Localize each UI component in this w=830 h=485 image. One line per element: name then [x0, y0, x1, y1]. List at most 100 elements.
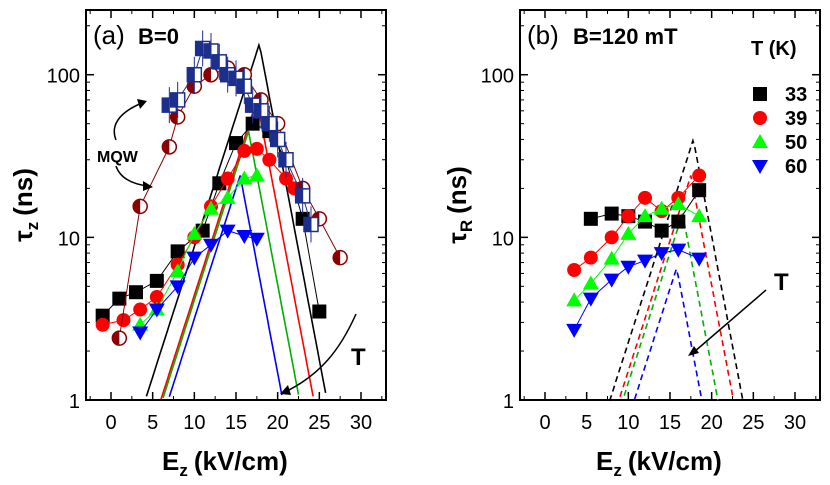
x-tick-label: 10: [617, 412, 639, 434]
data-point-33: [671, 214, 686, 229]
y-axis-label-b: τR (ns): [442, 166, 476, 244]
data-point-33-k: [245, 116, 260, 131]
data-point-mqw-squares-: [261, 105, 278, 142]
data-point-60-k: [148, 303, 165, 318]
x-tick-label: 5: [581, 412, 592, 434]
data-point-60: [620, 260, 637, 275]
data-point-mqw-squares-: [278, 141, 294, 178]
data-point-50: [620, 225, 637, 240]
x-axis-label-a-main: E: [162, 446, 179, 476]
data-point-33-k: [112, 291, 127, 306]
data-point-60: [691, 252, 708, 267]
data-point-mqw-squares-: [253, 92, 269, 129]
data-point-mqw: [111, 330, 128, 346]
y-axis-label-a-main: τ: [8, 230, 38, 242]
data-point-50-k: [219, 189, 236, 204]
data-point-60: [653, 247, 670, 262]
data-point-39-k: [95, 317, 110, 332]
data-point-60: [566, 323, 583, 338]
panel-a-label: (a): [93, 20, 125, 50]
data-point-mqw: [332, 249, 348, 266]
y-axis-label-a: τz (ns): [8, 168, 42, 242]
temperature-annotation-b: T: [774, 269, 789, 296]
data-point-39-k: [279, 171, 293, 186]
legend-marker-33: [753, 87, 767, 101]
fit-curve-39-K: [160, 99, 314, 400]
data-point-39-k: [220, 171, 235, 186]
x-axis-label-b-main: E: [596, 446, 613, 476]
legend-marker-60: [752, 160, 768, 174]
data-point-50: [582, 275, 599, 290]
data-point-33: [654, 223, 669, 238]
data-point-33: [583, 211, 598, 226]
legend-label-60: 60: [785, 156, 807, 178]
x-axis-label-b: Ez (kV/cm): [596, 446, 722, 480]
y-tick-label: 10: [492, 228, 514, 250]
fit-curve-33: [608, 137, 744, 402]
y-tick-label: 1: [503, 391, 514, 413]
x-tick-label: 20: [701, 412, 723, 434]
data-point-mqw-squares-: [211, 43, 228, 80]
x-tick-label: 0: [105, 412, 116, 434]
data-point-60-k: [132, 326, 149, 341]
data-point-60: [603, 273, 620, 288]
temperature-arrow-a: [284, 313, 357, 393]
y-tick-label: 1: [69, 391, 80, 413]
x-tick-label: 25: [308, 412, 330, 434]
data-point-50: [691, 208, 708, 223]
data-point-39: [583, 250, 598, 265]
data-point-50-k: [186, 225, 203, 240]
x-tick-label: 20: [267, 412, 289, 434]
data-point-50-k: [203, 200, 219, 215]
x-tick-label: 30: [784, 412, 806, 434]
temperature-arrow-a-head: [280, 385, 291, 395]
data-point-mqw-squares-: [169, 81, 186, 118]
x-tick-label: 30: [350, 412, 372, 434]
data-point-33-k: [312, 304, 327, 319]
x-tick-label: 15: [225, 412, 247, 434]
data-point-50: [603, 250, 620, 265]
legend-label-50: 50: [785, 132, 807, 154]
data-point-60: [670, 243, 687, 258]
panel-b-title: B=120 mT: [573, 24, 678, 49]
mqw-arrow-upper-head: [137, 99, 147, 109]
data-point-60-k: [169, 280, 186, 295]
data-point-33: [692, 183, 707, 198]
y-tick-label: 10: [58, 228, 80, 250]
data-point-39: [567, 262, 582, 277]
mqw-arrow-upper: [113, 102, 143, 141]
y-axis-label-a-unit: (ns): [8, 168, 38, 216]
data-point-39-k: [237, 143, 252, 158]
data-point-50: [566, 292, 583, 307]
legend-marker-39: [753, 111, 767, 125]
data-point-50-k: [248, 167, 265, 182]
legend-title: T (K): [751, 38, 797, 60]
y-axis-label-b-unit: (ns): [442, 166, 472, 214]
data-point-33-k: [170, 244, 185, 259]
data-point-60: [637, 254, 653, 269]
data-point-50: [637, 208, 653, 223]
data-point-mqw: [203, 66, 219, 83]
data-point-39-k: [262, 152, 277, 167]
data-point-60-k: [186, 251, 203, 266]
y-axis-label-b-main: τ: [442, 232, 472, 244]
panel-a-title: B=0: [138, 24, 179, 49]
fit-curve-60-K: [168, 175, 283, 397]
data-point-mqw-squares-: [236, 68, 253, 105]
y-tick-label: 100: [47, 66, 80, 88]
data-point-60-k: [236, 229, 253, 244]
data-point-33: [604, 206, 619, 221]
data-point-mqw-squares-: [186, 56, 203, 93]
legend-label-33: 33: [785, 84, 807, 106]
y-axis-label-b-sub: R: [457, 220, 476, 232]
temperature-annotation-a: T: [351, 344, 366, 371]
data-point-39: [621, 209, 636, 224]
legend-label-39: 39: [785, 108, 807, 130]
data-point-33-k: [149, 273, 164, 288]
data-point-39-k: [149, 289, 164, 304]
temperature-arrow-b: [693, 289, 767, 353]
data-point-50-k: [236, 170, 253, 185]
y-axis-label-a-sub: z: [23, 222, 42, 231]
data-point-39: [638, 190, 652, 205]
